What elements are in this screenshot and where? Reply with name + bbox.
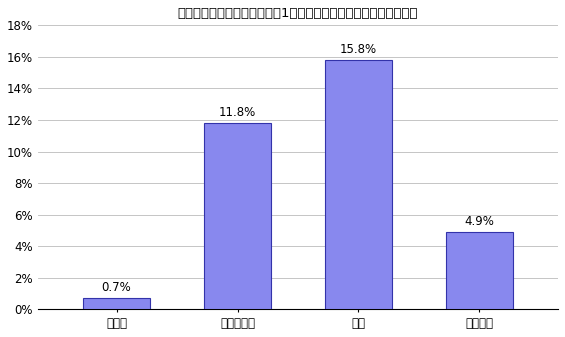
Text: 15.8%: 15.8% [340, 43, 377, 56]
Bar [205, 123, 271, 309]
Text: 0.7%: 0.7% [102, 281, 132, 295]
Bar [325, 60, 392, 309]
Text: 4.9%: 4.9% [464, 215, 494, 228]
Bar [446, 232, 512, 309]
Title: 売上高のヴォラティリティ（1標準偏差）による非正規雇用の違い: 売上高のヴォラティリティ（1標準偏差）による非正規雇用の違い [178, 7, 418, 20]
Text: 11.8%: 11.8% [219, 106, 256, 119]
Bar [83, 298, 150, 309]
